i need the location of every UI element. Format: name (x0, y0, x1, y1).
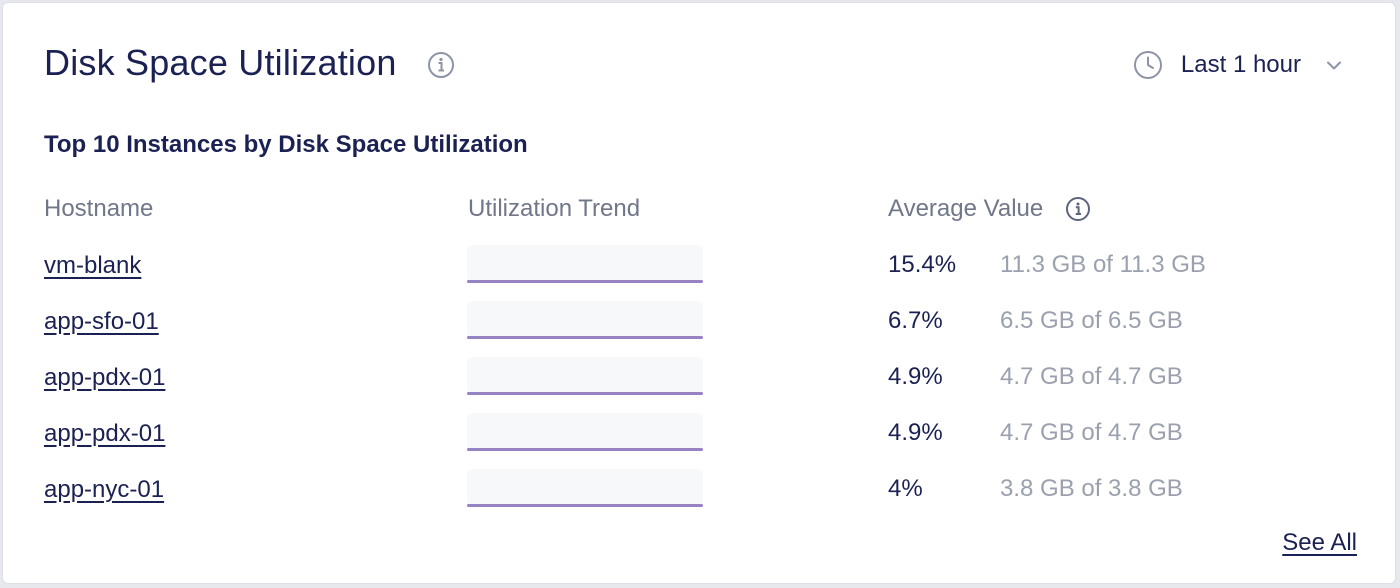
hostname-link[interactable]: app-pdx-01 (44, 364, 166, 391)
sparkline-trend (467, 336, 703, 339)
info-icon[interactable] (427, 51, 455, 79)
utilization-sparkline (467, 357, 703, 395)
hostname-link[interactable]: vm-blank (44, 252, 142, 279)
table-row: app-sfo-01 6.7% 6.5 GB of 6.5 GB (3, 301, 1397, 360)
column-header-hostname: Hostname (44, 195, 154, 222)
average-value: 4.9% (888, 419, 943, 446)
utilization-sparkline (467, 245, 703, 283)
hostname-link[interactable]: app-sfo-01 (44, 308, 159, 335)
capacity-value: 11.3 GB of 11.3 GB (1000, 251, 1206, 278)
sparkline-trend (467, 392, 703, 395)
utilization-sparkline (467, 413, 703, 451)
average-value: 4% (888, 475, 923, 502)
capacity-value: 6.5 GB of 6.5 GB (1000, 307, 1183, 334)
capacity-value: 4.7 GB of 4.7 GB (1000, 363, 1183, 390)
hostname-link[interactable]: app-nyc-01 (44, 476, 165, 503)
table-row: vm-blank 15.4% 11.3 GB of 11.3 GB (3, 245, 1397, 304)
info-icon[interactable] (1065, 196, 1091, 222)
clock-icon (1133, 51, 1162, 79)
chevron-down-icon (1327, 61, 1341, 70)
capacity-value: 4.7 GB of 4.7 GB (1000, 419, 1183, 446)
sparkline-trend (467, 280, 703, 283)
card-title: Disk Space Utilization (44, 42, 397, 83)
see-all-link[interactable]: See All (1282, 529, 1357, 556)
hostname-link[interactable]: app-pdx-01 (44, 420, 166, 447)
sparkline-trend (467, 504, 703, 507)
table-row: app-nyc-01 4% 3.8 GB of 3.8 GB (3, 469, 1397, 528)
table-row: app-pdx-01 4.9% 4.7 GB of 4.7 GB (3, 413, 1397, 472)
time-range-selector[interactable]: Last 1 hour (1133, 47, 1343, 83)
column-header-trend: Utilization Trend (468, 195, 641, 222)
time-range-label: Last 1 hour (1180, 51, 1301, 78)
column-header-average: Average Value (888, 195, 1044, 222)
sparkline-trend (467, 448, 703, 451)
utilization-sparkline (467, 469, 703, 507)
average-value: 15.4% (888, 251, 957, 278)
average-value: 6.7% (888, 307, 943, 334)
utilization-sparkline (467, 301, 703, 339)
capacity-value: 3.8 GB of 3.8 GB (1000, 475, 1183, 502)
section-title: Top 10 Instances by Disk Space Utilizati… (44, 131, 528, 158)
table-row: app-pdx-01 4.9% 4.7 GB of 4.7 GB (3, 357, 1397, 416)
average-value: 4.9% (888, 363, 943, 390)
